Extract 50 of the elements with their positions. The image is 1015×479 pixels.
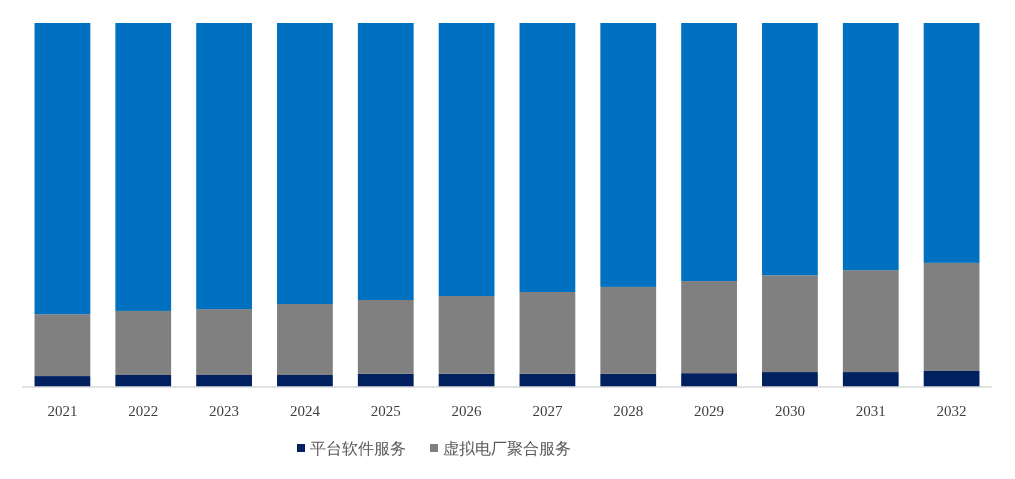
bar [115, 23, 172, 311]
bar [681, 23, 737, 282]
bar [438, 296, 495, 374]
x-tick-label: 2029 [694, 403, 725, 419]
bar [519, 292, 576, 374]
bar [196, 309, 252, 375]
bar [600, 373, 657, 387]
bar [681, 281, 737, 374]
bar [357, 300, 414, 374]
x-tick-label: 2027 [532, 403, 563, 419]
bar [762, 23, 818, 276]
x-tick-label: 2023 [209, 403, 240, 419]
bar [681, 373, 737, 387]
bar [600, 286, 657, 374]
bar [277, 304, 333, 375]
bar [357, 23, 414, 300]
bar [115, 374, 172, 387]
bar [600, 23, 657, 287]
x-tick-label: 2026 [451, 403, 483, 419]
bar [842, 372, 899, 387]
bar [277, 374, 333, 387]
bar [196, 23, 252, 310]
bar [842, 23, 899, 271]
bar [923, 23, 980, 263]
x-tick-label: 2032 [936, 403, 967, 419]
bar [277, 23, 333, 305]
x-tick-label: 2030 [774, 403, 805, 419]
x-tick-label: 2028 [613, 403, 644, 419]
x-tick-label: 2025 [370, 403, 401, 419]
bar [357, 373, 414, 387]
bar [34, 314, 91, 377]
x-tick-label: 2022 [128, 403, 159, 419]
x-tick-label: 2021 [47, 403, 78, 419]
legend-label: 虚拟电厂聚合服务 [443, 439, 571, 458]
bar [115, 310, 172, 375]
bar [438, 373, 495, 387]
bar [34, 23, 91, 315]
legend-label: 平台软件服务 [310, 439, 406, 458]
bar [34, 376, 91, 387]
bar [438, 23, 495, 296]
bar [762, 372, 818, 387]
bar [842, 270, 899, 373]
bar [762, 275, 818, 373]
bar [923, 370, 980, 387]
bar [519, 373, 576, 387]
bar [923, 262, 980, 371]
bar [196, 374, 252, 387]
x-tick-label: 2024 [289, 403, 321, 419]
bar [519, 23, 576, 292]
x-tick-label: 2031 [855, 403, 886, 419]
